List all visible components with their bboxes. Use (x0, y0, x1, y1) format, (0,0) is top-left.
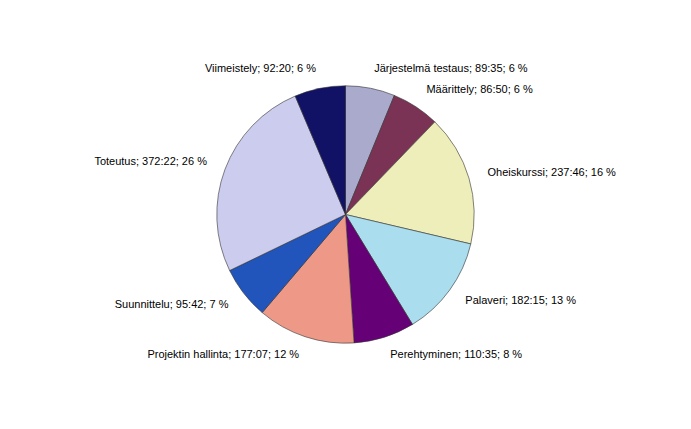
slice-label: Perehtyminen; 110:35; 8 % (390, 348, 522, 360)
chart-container: Järjestelmä testaus; 89:35; 6 % Määrittel… (0, 0, 691, 429)
slice-label: Projektin hallinta; 177:07; 12 % (147, 348, 299, 360)
pie-slice (346, 215, 413, 343)
slice-label: Viimeistely; 92:20; 6 % (205, 62, 316, 74)
slice-label: Palaveri; 182:15; 13 % (465, 294, 576, 306)
labels: Järjestelmä testaus; 89:35; 6 % Määrittel… (94, 62, 616, 360)
slice-label: Oheiskurssi; 237:46; 16 % (487, 166, 616, 178)
slice-label: Määrittely; 86:50; 6 % (426, 83, 533, 95)
slices (217, 86, 474, 343)
chart: Järjestelmä testaus; 89:35; 6 % Määrittel… (0, 0, 691, 429)
slice-label: Toteutus; 372:22; 26 % (94, 155, 207, 167)
slice-label: Suunnittelu; 95:42; 7 % (115, 298, 229, 310)
slice-label: Järjestelmä testaus; 89:35; 6 % (374, 62, 528, 74)
pie-slice (295, 86, 345, 215)
